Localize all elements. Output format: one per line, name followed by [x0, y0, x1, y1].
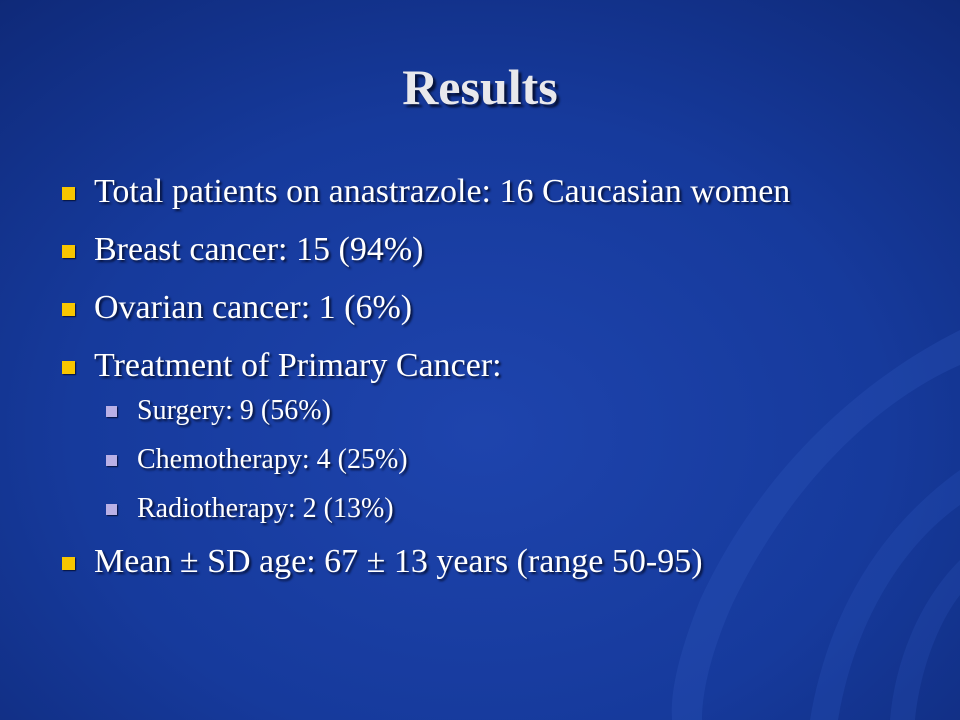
- square-bullet-icon: [62, 187, 75, 200]
- bullet-text: Treatment of Primary Cancer:: [94, 347, 502, 384]
- sub-bullet-text: Chemotherapy: 4 (25%): [137, 444, 408, 475]
- bullet-list: Total patients on anastrazole: 16 Caucas…: [62, 173, 882, 604]
- square-sub-bullet-icon: [106, 504, 117, 515]
- square-sub-bullet-icon: [106, 406, 117, 417]
- bullet-text: Total patients on anastrazole: 16 Caucas…: [94, 173, 791, 210]
- bullet-text: Ovarian cancer: 1 (6%): [94, 289, 413, 326]
- sub-bullet-list: Surgery: 9 (56%) Chemotherapy: 4 (25%) R…: [94, 396, 882, 524]
- square-sub-bullet-icon: [106, 455, 117, 466]
- square-bullet-icon: [62, 245, 75, 258]
- sub-bullet-item: Surgery: 9 (56%): [106, 396, 882, 426]
- bullet-item: Ovarian cancer: 1 (6%): [62, 289, 882, 326]
- bullet-item: Mean ± SD age: 67 ± 13 years (range 50-9…: [62, 543, 882, 580]
- bullet-text: Mean ± SD age: 67 ± 13 years (range 50-9…: [94, 543, 703, 580]
- sub-bullet-item: Chemotherapy: 4 (25%): [106, 445, 882, 475]
- bullet-item: Breast cancer: 15 (94%): [62, 231, 882, 268]
- sub-bullet-item: Radiotherapy: 2 (13%): [106, 494, 882, 524]
- square-bullet-icon: [62, 303, 75, 316]
- square-bullet-icon: [62, 361, 75, 374]
- square-bullet-icon: [62, 557, 75, 570]
- bullet-item: Total patients on anastrazole: 16 Caucas…: [62, 173, 882, 210]
- bullet-text: Breast cancer: 15 (94%): [94, 231, 424, 268]
- slide-title: Results: [402, 59, 558, 115]
- bullet-item: Treatment of Primary Cancer: Surgery: 9 …: [62, 347, 882, 524]
- sub-bullet-text: Surgery: 9 (56%): [137, 395, 331, 426]
- sub-bullet-text: Radiotherapy: 2 (13%): [137, 493, 394, 524]
